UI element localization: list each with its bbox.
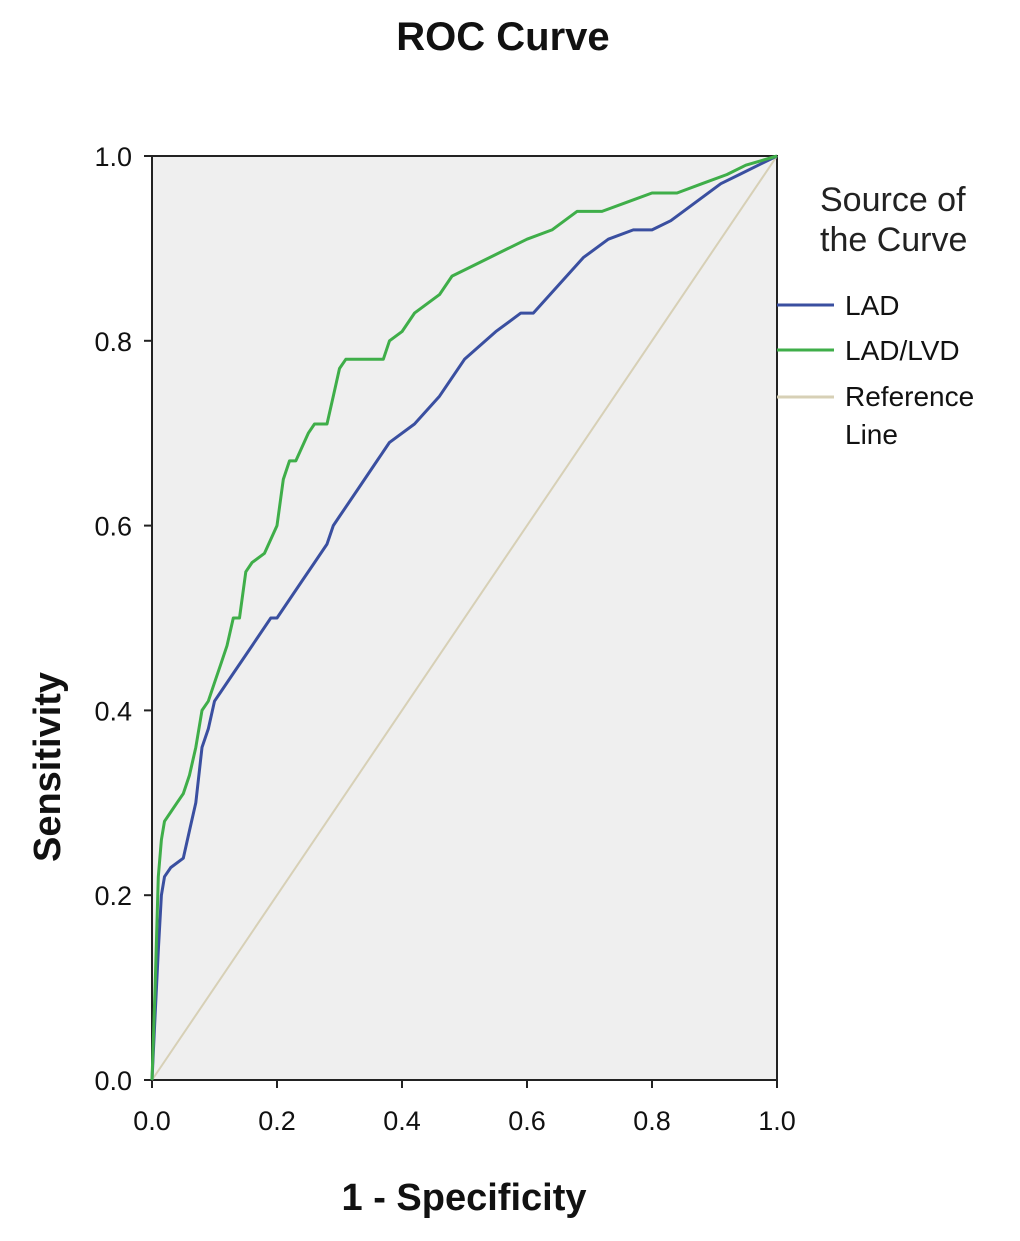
legend-title: Source of the Curve <box>820 181 975 259</box>
y-tick-label: 0.0 <box>94 1066 132 1096</box>
legend-label: Line <box>845 419 898 450</box>
y-tick-label: 0.6 <box>94 512 132 542</box>
legend-title-line-2: the Curve <box>820 221 967 259</box>
legend-title-line-1: Source of <box>820 181 966 219</box>
x-tick-label: 1.0 <box>758 1106 796 1136</box>
legend-label: LAD/LVD <box>845 335 960 366</box>
y-axis-title: Sensitivity <box>27 672 69 862</box>
series-line-reference-line <box>151 155 778 1081</box>
x-tick-label: 0.8 <box>633 1106 671 1136</box>
y-tick-label: 0.4 <box>94 696 132 726</box>
legend-label: LAD <box>845 290 899 321</box>
chart-title: ROC Curve <box>396 15 609 59</box>
axis-ticks: 0.0 0.2 0.4 0.6 0.8 1.0 0.0 0.2 0.4 0.6 0.8 1.0 <box>94 142 795 1136</box>
legend: Source of the Curve LADLAD/LVDReferenceL… <box>777 181 975 450</box>
series-line-lad-lvd <box>150 154 778 1081</box>
x-axis-title: 1 - Specificity <box>342 1177 587 1219</box>
legend-entries: LAD LAD/LVD Reference Line <box>777 290 974 450</box>
legend-label: Reference <box>845 381 974 412</box>
x-tick-label: 0.6 <box>508 1106 546 1136</box>
y-tick-label: 0.8 <box>94 327 132 357</box>
series-line-lad <box>150 154 778 1081</box>
x-tick-label: 0.2 <box>258 1106 296 1136</box>
y-tick-label: 0.2 <box>94 881 132 911</box>
x-tick-label: 0.0 <box>133 1106 171 1136</box>
series-lines <box>150 154 778 1081</box>
y-tick-label: 1.0 <box>94 142 132 172</box>
x-tick-label: 0.4 <box>383 1106 421 1136</box>
